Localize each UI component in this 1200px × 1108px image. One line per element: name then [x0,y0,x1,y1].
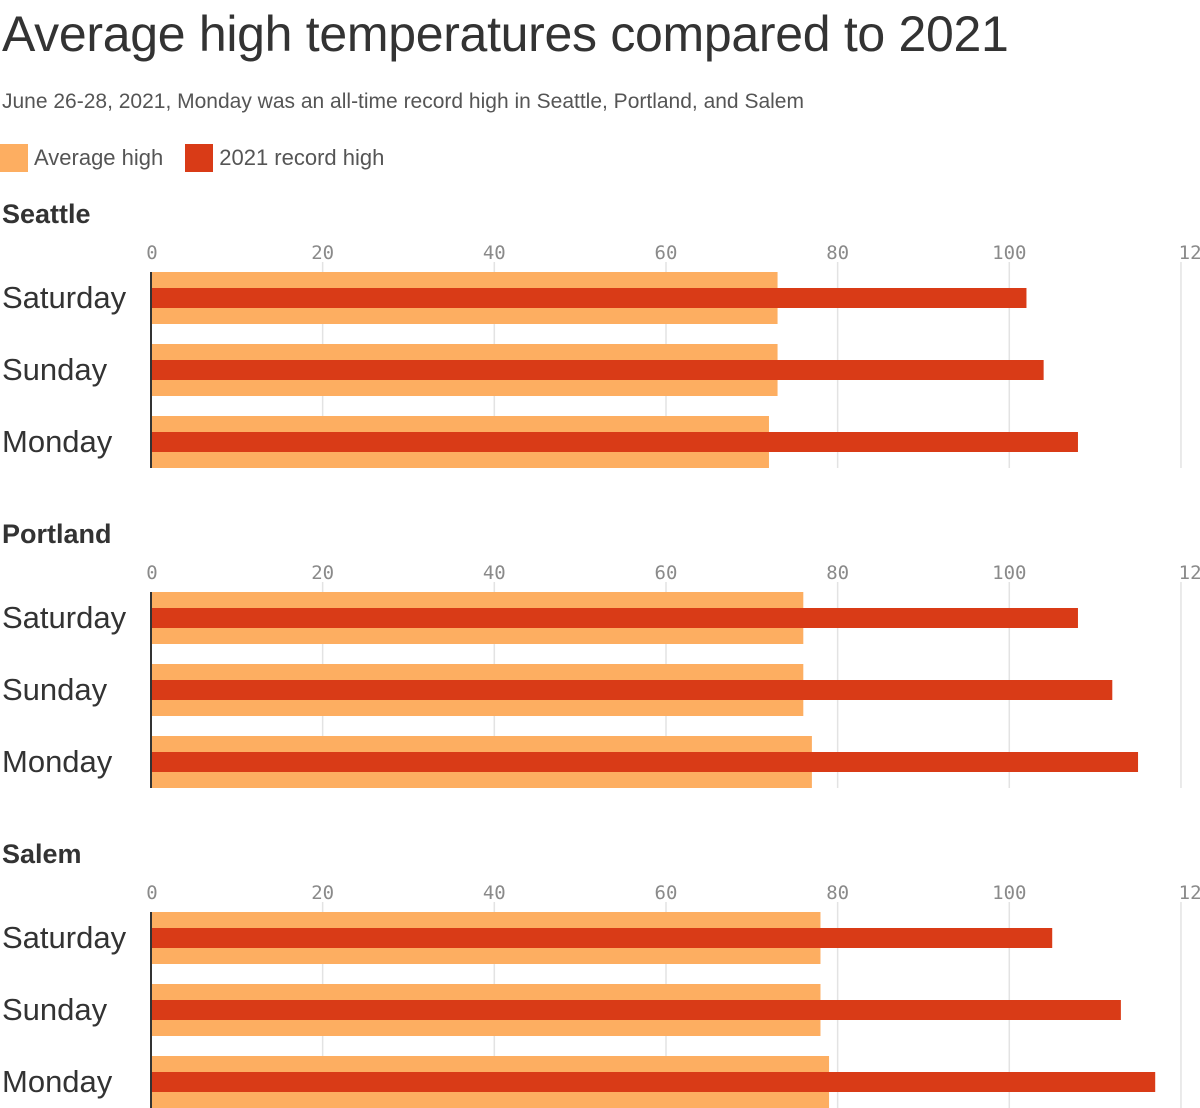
bar-portland-sunday-record-high [151,680,1113,700]
legend-swatch-record-high [185,144,214,172]
panel-title-salem: Salem [2,839,82,869]
tick-label-salem-100: 100 [992,882,1026,904]
category-label-portland-monday: Monday [2,744,113,779]
legend-swatch-average-high [0,144,28,172]
tick-label-portland-0: 0 [146,562,157,584]
tick-label-portland-60: 60 [655,562,678,584]
panel-title-portland: Portland [2,519,112,549]
tick-label-portland-100: 100 [992,562,1026,584]
category-label-salem-sunday: Sunday [2,992,108,1027]
tick-label-seattle-60: 60 [655,242,678,264]
bar-seattle-saturday-record-high [151,288,1027,308]
bar-salem-sunday-record-high [151,1000,1121,1020]
tick-label-portland-120: 120 [1179,562,1200,584]
bar-seattle-sunday-record-high [151,360,1044,380]
chart-title: Average high temperatures compared to 20… [2,6,1009,62]
bar-salem-saturday-record-high [151,928,1053,948]
category-label-seattle-sunday: Sunday [2,352,108,387]
tick-label-seattle-40: 40 [483,242,506,264]
tick-label-salem-120: 120 [1179,882,1200,904]
bar-salem-monday-record-high [151,1072,1156,1092]
category-label-seattle-monday: Monday [2,424,113,459]
bar-portland-monday-record-high [151,752,1139,772]
panel-salem: Salem 0 20 40 60 80 100 120 Saturday Sunday Monday [2,839,1200,1108]
panel-title-seattle: Seattle [2,199,91,229]
category-label-salem-saturday: Saturday [2,920,127,955]
bar-seattle-monday-record-high [151,432,1078,452]
tick-label-salem-80: 80 [826,882,849,904]
tick-label-portland-80: 80 [826,562,849,584]
panel-portland: Portland 0 20 40 60 80 100 120 Saturday Sunday Mon… [2,519,1200,788]
legend-item-average-high: Average high [0,144,163,172]
bar-portland-saturday-record-high [151,608,1078,628]
panel-seattle: Seattle 0 20 40 60 80 100 120 Saturday Sunday Mond… [2,199,1200,468]
tick-label-salem-0: 0 [146,882,157,904]
category-label-seattle-saturday: Saturday [2,280,127,315]
tick-label-seattle-120: 120 [1179,242,1200,264]
tick-label-salem-60: 60 [655,882,678,904]
tick-label-seattle-80: 80 [826,242,849,264]
tick-label-seattle-20: 20 [311,242,334,264]
tick-label-seattle-0: 0 [146,242,157,264]
category-label-portland-sunday: Sunday [2,672,108,707]
tick-label-seattle-100: 100 [992,242,1026,264]
tick-label-portland-40: 40 [483,562,506,584]
category-label-salem-monday: Monday [2,1064,113,1099]
tick-label-salem-40: 40 [483,882,506,904]
tick-label-portland-20: 20 [311,562,334,584]
chart-subtitle: June 26-28, 2021, Monday was an all-time… [2,90,804,113]
legend-label-record-high: 2021 record high [219,145,385,170]
category-label-portland-saturday: Saturday [2,600,127,635]
legend: Average high 2021 record high [0,144,406,172]
tick-label-salem-20: 20 [311,882,334,904]
legend-item-record-high: 2021 record high [185,144,384,172]
chart-area: Seattle 0 20 40 60 80 100 120 Saturday Sunday Mond… [2,199,1200,1108]
legend-label-average-high: Average high [34,145,164,170]
